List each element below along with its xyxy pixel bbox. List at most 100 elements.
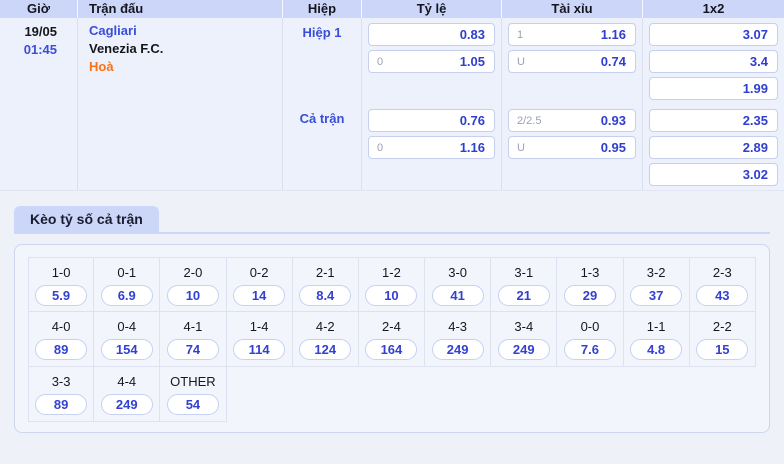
score-odds-button[interactable]: 37 (630, 285, 683, 306)
score-odds-button[interactable]: 154 (100, 339, 153, 360)
header-match: Trận đấu (77, 0, 282, 18)
odds-box[interactable]: 0 1.16 (368, 136, 495, 159)
odds-table-header: Giờ Trận đấu Hiệp Tỷ lệ Tài xỉu 1x2 (0, 0, 784, 18)
score-odds-button[interactable]: 114 (233, 339, 286, 360)
score-cell: 0-1 6.9 (94, 257, 161, 312)
match-time: 01:45 (23, 42, 57, 57)
odds-value: 3.02 (742, 167, 768, 182)
odds-box[interactable]: U 0.95 (508, 136, 636, 159)
one-x-two-column: 3.07 3.4 1.99 2.35 2.89 3.02 (642, 18, 784, 190)
odds-box[interactable]: 0 1.05 (368, 50, 495, 73)
odds-value: 3.07 (742, 27, 768, 42)
score-label: OTHER (170, 374, 216, 389)
score-cell: OTHER 54 (160, 367, 227, 422)
score-cell: 1-0 5.9 (28, 257, 95, 312)
score-cell: 3-0 41 (425, 257, 492, 312)
match-date: 19/05 (24, 24, 57, 39)
score-cell: 1-4 114 (226, 312, 293, 367)
score-label: 2-2 (712, 319, 732, 334)
handicap-column: 0.83 0 1.05 0.76 0 1.16 (361, 18, 501, 190)
odds-box[interactable]: 2/2.5 0.93 (508, 109, 636, 132)
period-label-first-half: Hiệp 1 (302, 25, 342, 40)
score-cell: 0-4 154 (94, 312, 161, 367)
score-odds-button[interactable]: 4.8 (630, 339, 683, 360)
odds-value: 0.95 (600, 140, 626, 155)
score-odds-button[interactable]: 5.9 (35, 285, 88, 306)
odds-value: 0.76 (459, 113, 485, 128)
score-label: 4-3 (448, 319, 468, 334)
score-label: 4-2 (315, 319, 335, 334)
score-label: 4-1 (183, 319, 203, 334)
score-cell: 4-2 124 (292, 312, 359, 367)
score-cell: 1-3 29 (557, 257, 624, 312)
match-cell[interactable]: Cagliari Venezia F.C. Hoà (77, 18, 282, 190)
score-cell: 4-1 74 (160, 312, 227, 367)
match-result: Hoà (89, 59, 114, 74)
score-odds-button[interactable]: 14 (233, 285, 286, 306)
odds-table: Giờ Trận đấu Hiệp Tỷ lệ Tài xỉu 1x2 19/0… (0, 0, 784, 191)
score-label: 1-3 (580, 265, 600, 280)
odds-box[interactable]: 0.83 (368, 23, 495, 46)
score-label: 0-4 (117, 319, 137, 334)
score-cell: 0-2 14 (226, 257, 293, 312)
score-label: 2-4 (382, 319, 401, 334)
score-label: 4-4 (117, 374, 137, 389)
score-cell: 2-4 164 (358, 312, 426, 367)
handicap-label: 2/2.5 (517, 114, 542, 127)
odds-box[interactable]: 1 1.16 (508, 23, 636, 46)
handicap-label: U (517, 55, 525, 68)
score-odds-button[interactable]: 249 (497, 339, 550, 360)
header-handicap: Tỷ lệ (361, 0, 501, 18)
score-label: 1-0 (51, 265, 71, 280)
score-odds-button[interactable]: 74 (166, 339, 219, 360)
score-cell: 2-1 8.4 (292, 257, 359, 312)
score-odds-button[interactable]: 249 (431, 339, 484, 360)
score-odds-button[interactable]: 89 (35, 339, 88, 360)
score-cell: 2-3 43 (689, 257, 756, 312)
odds-box[interactable]: 2.89 (649, 136, 778, 159)
odds-box[interactable]: 2.35 (649, 109, 778, 132)
score-odds-button[interactable]: 10 (166, 285, 219, 306)
score-cell: 3-3 89 (28, 367, 95, 422)
score-odds-button[interactable]: 29 (563, 285, 616, 306)
score-label: 1-1 (646, 319, 666, 334)
score-label: 3-3 (51, 374, 71, 389)
odds-box[interactable]: 3.4 (649, 50, 778, 73)
tab-correct-score[interactable]: Kèo tỷ số cả trận (14, 206, 159, 232)
handicap-label: U (517, 141, 525, 154)
score-cell: 3-2 37 (623, 257, 690, 312)
odds-box[interactable]: 0.76 (368, 109, 495, 132)
score-odds-button[interactable]: 41 (431, 285, 484, 306)
score-odds-button[interactable]: 7.6 (563, 339, 616, 360)
odds-value: 2.35 (742, 113, 768, 128)
odds-value: 1.05 (459, 54, 485, 69)
score-odds-button[interactable]: 164 (365, 339, 418, 360)
odds-value: 0.93 (600, 113, 626, 128)
home-team-link[interactable]: Cagliari (89, 23, 137, 38)
score-odds-button[interactable]: 6.9 (100, 285, 153, 306)
score-label: 0-0 (580, 319, 600, 334)
score-odds-button[interactable]: 89 (35, 394, 88, 415)
score-odds-button[interactable]: 43 (696, 285, 749, 306)
score-odds-button[interactable]: 249 (100, 394, 153, 415)
odds-box[interactable]: 3.02 (649, 163, 778, 186)
score-cell: 0-0 7.6 (557, 312, 624, 367)
score-odds-button[interactable]: 10 (365, 285, 418, 306)
score-odds-button[interactable]: 15 (696, 339, 749, 360)
score-odds-button[interactable]: 124 (299, 339, 352, 360)
odds-box[interactable]: U 0.74 (508, 50, 636, 73)
score-odds-button[interactable]: 54 (166, 394, 219, 415)
handicap-label: 1 (517, 28, 524, 41)
odds-box[interactable]: 1.99 (649, 77, 778, 100)
away-team-name: Venezia F.C. (89, 41, 164, 56)
match-row: 19/05 01:45 Cagliari Venezia F.C. Hoà Hi… (0, 18, 784, 190)
score-cell: 1-1 4.8 (623, 312, 690, 367)
score-cell: 2-0 10 (160, 257, 227, 312)
score-odds-button[interactable]: 21 (497, 285, 550, 306)
score-cell: 3-4 249 (491, 312, 558, 367)
score-odds-button[interactable]: 8.4 (299, 285, 352, 306)
odds-box[interactable]: 3.07 (649, 23, 778, 46)
score-cell: 2-2 15 (689, 312, 756, 367)
handicap-label: 0 (377, 55, 384, 68)
score-label: 2-3 (712, 265, 732, 280)
